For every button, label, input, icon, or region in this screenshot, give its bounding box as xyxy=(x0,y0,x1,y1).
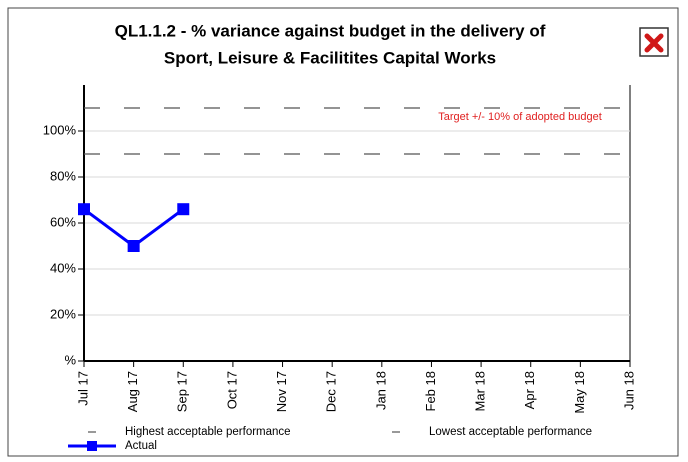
x-tick-label: Apr 18 xyxy=(522,371,537,409)
y-tick-label: 40% xyxy=(50,260,76,275)
x-tick-label: Oct 17 xyxy=(224,371,239,409)
data-point xyxy=(78,203,90,216)
x-tick-label: Jul 17 xyxy=(75,371,90,406)
data-point xyxy=(177,203,190,216)
y-tick-label: 100% xyxy=(43,122,77,137)
y-tick-label: 80% xyxy=(50,168,76,183)
x-tick-label: May 18 xyxy=(572,371,587,414)
data-point xyxy=(127,240,140,252)
y-tick-label: 60% xyxy=(50,214,76,229)
y-tick-label: 20% xyxy=(50,306,76,321)
x-tick-label: Mar 18 xyxy=(473,371,488,411)
chart-frame xyxy=(7,7,679,457)
annotation: Target +/- 10% of adopted budget xyxy=(438,111,602,123)
legend-label: Highest acceptable performance xyxy=(125,426,291,438)
legend-label: Lowest acceptable performance xyxy=(429,426,592,438)
chart-title: QL1.1.2 - % variance against budget in t… xyxy=(115,21,546,40)
y-tick-label: % xyxy=(64,352,76,367)
close-icon[interactable] xyxy=(644,33,664,53)
legend-label: Actual xyxy=(125,440,157,452)
x-tick-label: Jan 18 xyxy=(373,371,388,410)
x-tick-label: Dec 17 xyxy=(324,371,339,412)
x-tick-label: Sep 17 xyxy=(175,371,190,412)
chart-subtitle: Sport, Leisure & Facilitites Capital Wor… xyxy=(164,48,496,67)
x-tick-label: Feb 18 xyxy=(423,371,438,411)
x-tick-label: Aug 17 xyxy=(125,371,140,412)
legend-marker xyxy=(87,441,97,451)
close-button[interactable] xyxy=(639,27,669,57)
x-tick-label: Jun 18 xyxy=(621,371,636,410)
x-tick-label: Nov 17 xyxy=(274,371,289,412)
